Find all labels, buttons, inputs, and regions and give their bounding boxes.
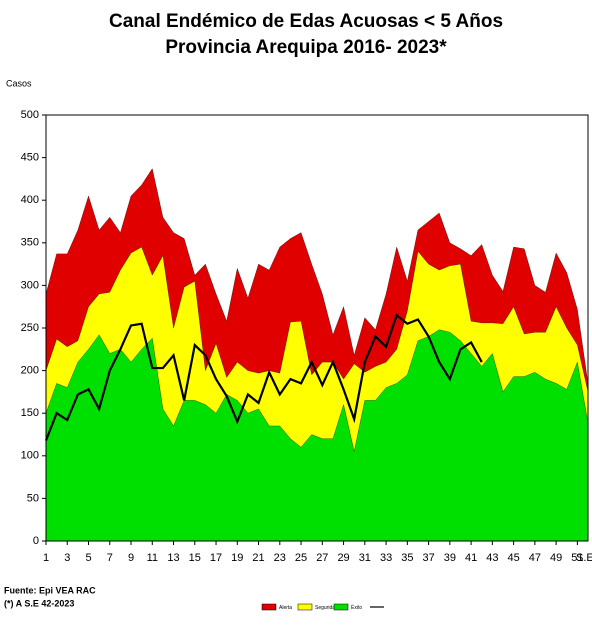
x-axis-label: S.E (576, 552, 592, 564)
x-tick-label: 1 (43, 552, 49, 564)
y-tick-label: 450 (21, 152, 39, 164)
y-tick-label: 50 (27, 492, 39, 504)
line (44, 313, 483, 441)
x-tick-label: 9 (128, 552, 134, 564)
x-tick-label: 49 (550, 552, 562, 564)
x-tick-label: 41 (465, 552, 477, 564)
x-tick-label: 25 (295, 552, 307, 564)
chart-subtitle: Provincia Arequipa 2016- 2023* (165, 37, 447, 58)
x-tick-label: 5 (85, 552, 91, 564)
y-tick-label: 500 (21, 109, 39, 121)
note: Fuente: Epi VEA RAC (4, 585, 96, 595)
note: (*) A S.E 42-2023 (4, 598, 74, 608)
legend-label: Éxito (351, 604, 362, 611)
x-tick-label: 37 (422, 552, 434, 564)
chart-title: Canal Endémico de Edas Acuosas < 5 Años (109, 11, 503, 32)
x-tick-label: 21 (252, 552, 264, 564)
x-tick-label: 15 (189, 552, 201, 564)
x-tick-label: 47 (529, 552, 541, 564)
x-tick-label: 31 (359, 552, 371, 564)
x-tick-label: 29 (337, 552, 349, 564)
legend-swatch (333, 603, 349, 611)
area (45, 329, 589, 542)
x-tick-label: 7 (107, 552, 113, 564)
y-tick-label: 100 (21, 450, 39, 462)
x-tick-label: 13 (167, 552, 179, 564)
x-tick-label: 51 (571, 552, 583, 564)
y-tick-label: 250 (21, 322, 39, 334)
x-tick-label: 33 (380, 552, 392, 564)
legend-swatch (297, 603, 313, 611)
x-tick-label: 45 (507, 552, 519, 564)
legend-label: Alerta (279, 605, 292, 611)
x-tick-label: 17 (210, 552, 222, 564)
y-tick-label: 300 (21, 279, 39, 291)
x-tick-label: 23 (274, 552, 286, 564)
x-tick-label: 43 (486, 552, 498, 564)
legend-swatch (261, 603, 277, 611)
x-tick-label: 19 (231, 552, 243, 564)
y-tick-label: 200 (21, 365, 39, 377)
y-axis-label: Casos (6, 78, 32, 88)
y-tick-label: 350 (21, 237, 39, 249)
x-tick-label: 27 (316, 552, 328, 564)
x-tick-label: 39 (444, 552, 456, 564)
legend-label: Seguridad (315, 605, 338, 611)
x-tick-label: 11 (147, 552, 158, 564)
y-tick-label: 400 (21, 194, 39, 206)
y-tick-label: 150 (21, 407, 39, 419)
y-tick-label: 0 (33, 535, 39, 547)
x-tick-label: 3 (64, 552, 70, 564)
x-tick-label: 35 (401, 552, 413, 564)
